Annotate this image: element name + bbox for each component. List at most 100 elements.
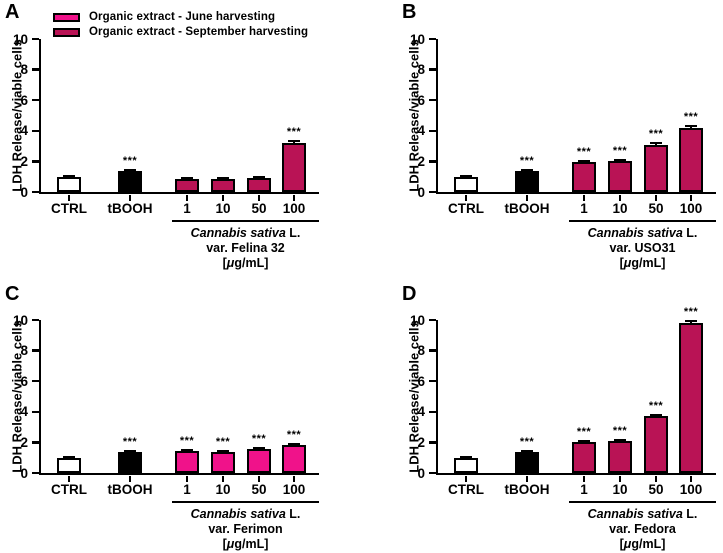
error-bar-cap (124, 449, 136, 452)
error-bar-stem (293, 142, 295, 145)
x-category-label: 50 (648, 482, 664, 497)
error-bar-stem (526, 451, 528, 453)
error-bar-stem (619, 440, 621, 442)
error-bar-cap (253, 446, 265, 449)
x-category-label: 10 (612, 482, 628, 497)
bar-50 (247, 448, 271, 473)
x-tick-mark (525, 194, 529, 201)
unit-mu-symbol: μ (226, 537, 235, 551)
error-bar (685, 319, 697, 325)
error-bar-cap (685, 124, 697, 127)
significance-stars: *** (576, 145, 592, 158)
error-bar-cap (288, 140, 300, 143)
y-tick-mark (429, 190, 436, 194)
bar-100 (679, 323, 703, 473)
x-category-label: CTRL (51, 482, 87, 497)
error-bar (650, 414, 662, 418)
y-tick-mark (32, 160, 39, 163)
legend-item-september: Organic extract - September harvesting (53, 25, 308, 39)
panel-letter: D (402, 283, 417, 305)
error-bar-stem (619, 161, 621, 163)
error-bar-cap (614, 438, 626, 441)
x-category-label: tBOOH (107, 201, 153, 216)
error-bar (460, 455, 472, 459)
bar-50 (247, 178, 271, 192)
unit-mu-symbol: μ (623, 256, 632, 270)
x-category-label: tBOOH (504, 482, 550, 497)
y-tick-mark (429, 37, 436, 41)
y-tick-mark (32, 129, 39, 133)
x-category-label: 100 (679, 201, 703, 216)
y-tick-label: 4 (417, 404, 425, 420)
error-bar (181, 449, 193, 453)
y-tick-label: 0 (20, 465, 28, 481)
error-bar-cap (685, 319, 697, 322)
y-tick-mark (32, 98, 39, 102)
y-tick-label: 4 (20, 404, 28, 420)
error-bar-stem (258, 448, 260, 450)
error-bar (650, 142, 662, 146)
bar-1 (175, 451, 199, 473)
y-tick-label: 4 (20, 123, 28, 139)
error-bar-cap (578, 159, 590, 162)
error-bar-stem (129, 451, 131, 453)
plot-area: 0 2 4 6 8 10 CTRL *** tBOOH *** 1 *** 10 *** 50 *** 100 C… (410, 32, 716, 270)
bar-10 (608, 161, 632, 192)
y-tick-label: 2 (20, 153, 28, 169)
error-bar-stem (465, 176, 467, 178)
significance-stars: *** (612, 145, 628, 158)
error-bar-cap (253, 176, 265, 179)
error-bar (124, 449, 136, 453)
y-tick-label: 8 (417, 62, 425, 78)
y-tick-mark (429, 410, 436, 414)
error-bar-cap (217, 176, 229, 179)
error-bar-stem (186, 179, 188, 180)
error-bar-stem (68, 176, 70, 178)
x-category-label: 1 (580, 482, 588, 497)
error-bar-cap (521, 449, 533, 452)
x-category-label: CTRL (448, 482, 484, 497)
error-bar-stem (655, 416, 657, 418)
x-tick-mark (689, 194, 693, 201)
y-tick-mark (32, 190, 39, 194)
error-bar (685, 124, 697, 129)
panel-d: D LDH Release/viable cells 0 2 4 6 8 10 CTRL *** t… (360, 281, 723, 553)
error-bar-cap (63, 174, 75, 177)
group-caption-species: Cannabis sativa L. (543, 226, 723, 241)
bar-1 (175, 179, 199, 192)
bar-tbooh (118, 451, 142, 473)
legend-swatch-june (53, 12, 80, 22)
bar-tbooh (118, 170, 142, 192)
bar-50 (644, 416, 668, 473)
x-tick-mark (185, 194, 189, 201)
error-bar-cap (181, 177, 193, 179)
unit-bracket-open: [ (619, 537, 624, 551)
y-tick-mark (429, 441, 436, 444)
y-tick-label: 8 (417, 343, 425, 359)
error-bar (288, 140, 300, 145)
x-tick-mark (618, 194, 622, 201)
error-bar-cap (217, 449, 229, 452)
significance-stars: *** (683, 110, 699, 123)
group-caption-variety: var. Fedora (609, 522, 676, 536)
y-tick-mark (429, 68, 436, 71)
y-tick-label: 2 (20, 434, 28, 450)
x-category-label: 50 (251, 482, 267, 497)
error-bar (288, 443, 300, 447)
error-bar-stem (68, 457, 70, 459)
y-tick-label: 0 (417, 465, 425, 481)
x-category-label: 100 (282, 201, 306, 216)
error-bar (614, 438, 626, 442)
x-tick-mark (67, 194, 71, 201)
species-name-italic: Cannabis sativa (587, 226, 683, 240)
error-bar (63, 455, 75, 459)
bar-1 (572, 162, 596, 192)
plot-area: 0 2 4 6 8 10 CTRL *** tBOOH *** 1 *** 10 *** 50 *** 100 C… (410, 306, 716, 551)
species-suffix: L. (285, 226, 301, 240)
error-bar (578, 440, 590, 444)
error-bar-stem (690, 321, 692, 325)
group-underline (569, 501, 716, 503)
panel-a: A LDH Release/viable cells 0 2 4 6 8 10 CTRL *** t… (0, 0, 363, 276)
x-tick-mark (128, 475, 132, 482)
y-tick-label: 2 (417, 153, 425, 169)
